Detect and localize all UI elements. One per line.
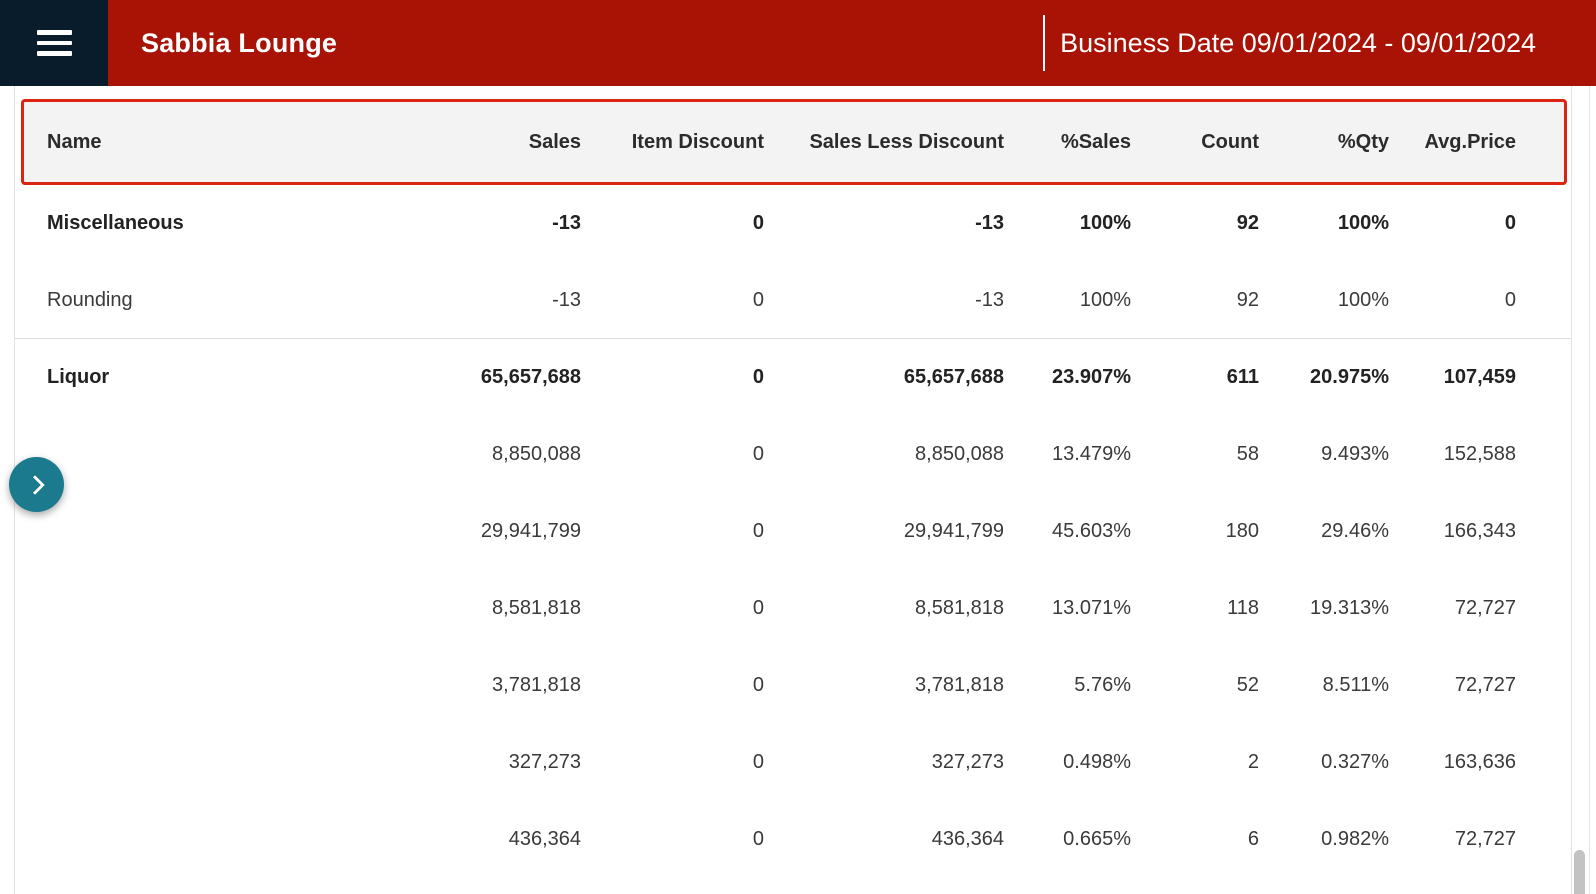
cell-value: 0 — [581, 443, 764, 466]
sales-report-table: NameSalesItem DiscountSales Less Discoun… — [14, 86, 1572, 894]
cell-value: 436,364 — [345, 828, 581, 851]
cell-value: 8,850,088 — [764, 443, 1004, 466]
cell-value: 29,941,799 — [764, 520, 1004, 543]
scrollbar-thumb[interactable] — [1574, 850, 1585, 894]
table-row[interactable]: 3,781,81803,781,8185.76%528.511%72,727 — [15, 647, 1571, 724]
cell-value: -13 — [345, 289, 581, 312]
table-header-strip: NameSalesItem DiscountSales Less Discoun… — [15, 86, 1571, 185]
chevron-right-icon — [25, 475, 45, 495]
vertical-scrollbar[interactable] — [1572, 86, 1590, 894]
cell-value: -13 — [345, 212, 581, 235]
cell-value: 0 — [581, 212, 764, 235]
cell-value: 166,343 — [1389, 520, 1573, 543]
cell-value: 8,581,818 — [345, 597, 581, 620]
table-body: Miscellaneous-130-13100%92100%0Rounding-… — [15, 185, 1571, 878]
cell-value: 0 — [581, 520, 764, 543]
business-date-label: Business Date 09/01/2024 - 09/01/2024 — [1060, 28, 1536, 59]
cell-value: 20.975% — [1259, 366, 1389, 389]
cell-value: 0 — [581, 751, 764, 774]
menu-button[interactable] — [0, 0, 108, 86]
cell-value: 0.982% — [1259, 828, 1389, 851]
cell-value: 45.603% — [1004, 520, 1131, 543]
cell-value: 5.76% — [1004, 674, 1131, 697]
cell-value: 8,581,818 — [764, 597, 1004, 620]
cell-value: 58 — [1131, 443, 1259, 466]
cell-value: 65,657,688 — [764, 366, 1004, 389]
cell-value: 9.493% — [1259, 443, 1389, 466]
cell-name: Miscellaneous — [15, 212, 345, 235]
column-header: Count — [1131, 131, 1259, 154]
cell-value: 65,657,688 — [345, 366, 581, 389]
cell-value: 8,850,088 — [345, 443, 581, 466]
cell-value: 23.907% — [1004, 366, 1131, 389]
table-row[interactable]: 327,2730327,2730.498%20.327%163,636 — [15, 724, 1571, 801]
page-title: Sabbia Lounge — [141, 28, 337, 59]
column-header: %Qty — [1259, 131, 1389, 154]
cell-value: 0.498% — [1004, 751, 1131, 774]
column-header: %Sales — [1004, 131, 1131, 154]
cell-value: 100% — [1259, 212, 1389, 235]
table-row[interactable]: Rounding-130-13100%92100%0 — [15, 262, 1571, 339]
table-header-row: NameSalesItem DiscountSales Less Discoun… — [15, 86, 1571, 185]
cell-value: 163,636 — [1389, 751, 1573, 774]
hamburger-icon — [37, 30, 72, 56]
cell-value: 92 — [1131, 212, 1259, 235]
cell-value: -13 — [764, 212, 1004, 235]
cell-value: 118 — [1131, 597, 1259, 620]
cell-value: 180 — [1131, 520, 1259, 543]
header-divider — [1043, 15, 1046, 71]
cell-value: 0 — [581, 597, 764, 620]
cell-value: 2 — [1131, 751, 1259, 774]
cell-value: 13.071% — [1004, 597, 1131, 620]
cell-value: 0 — [581, 289, 764, 312]
table-row[interactable]: 436,3640436,3640.665%60.982%72,727 — [15, 801, 1571, 878]
cell-value: 8.511% — [1259, 674, 1389, 697]
cell-value: 0 — [581, 366, 764, 389]
column-header: Avg.Price — [1389, 131, 1573, 154]
cell-value: 92 — [1131, 289, 1259, 312]
cell-value: 3,781,818 — [345, 674, 581, 697]
cell-value: 0 — [1389, 289, 1573, 312]
expand-sidebar-button[interactable] — [9, 457, 64, 512]
cell-value: 436,364 — [764, 828, 1004, 851]
column-header: Item Discount — [581, 131, 764, 154]
cell-value: 72,727 — [1389, 828, 1573, 851]
cell-value: 29.46% — [1259, 520, 1389, 543]
table-row[interactable]: 8,581,81808,581,81813.071%11819.313%72,7… — [15, 570, 1571, 647]
cell-name: Liquor — [15, 366, 345, 389]
cell-name: Rounding — [15, 289, 345, 312]
table-row[interactable]: 8,850,08808,850,08813.479%589.493%152,58… — [15, 416, 1571, 493]
cell-value: 0.665% — [1004, 828, 1131, 851]
table-row[interactable]: 29,941,799029,941,79945.603%18029.46%166… — [15, 493, 1571, 570]
column-header: Name — [15, 131, 345, 154]
cell-value: 72,727 — [1389, 597, 1573, 620]
cell-value: 0 — [581, 828, 764, 851]
cell-value: 0 — [1389, 212, 1573, 235]
cell-value: 52 — [1131, 674, 1259, 697]
report-content: NameSalesItem DiscountSales Less Discoun… — [0, 86, 1596, 894]
cell-value: 72,727 — [1389, 674, 1573, 697]
cell-value: 3,781,818 — [764, 674, 1004, 697]
cell-value: 100% — [1259, 289, 1389, 312]
cell-value: 327,273 — [764, 751, 1004, 774]
business-date-group: Business Date 09/01/2024 - 09/01/2024 — [1043, 0, 1596, 86]
cell-value: 611 — [1131, 366, 1259, 389]
column-header: Sales Less Discount — [764, 131, 1004, 154]
cell-value: -13 — [764, 289, 1004, 312]
table-row[interactable]: Liquor65,657,688065,657,68823.907%61120.… — [15, 339, 1571, 416]
cell-value: 13.479% — [1004, 443, 1131, 466]
cell-value: 327,273 — [345, 751, 581, 774]
table-row[interactable]: Miscellaneous-130-13100%92100%0 — [15, 185, 1571, 262]
cell-value: 152,588 — [1389, 443, 1573, 466]
cell-value: 19.313% — [1259, 597, 1389, 620]
cell-value: 29,941,799 — [345, 520, 581, 543]
cell-value: 100% — [1004, 289, 1131, 312]
cell-value: 107,459 — [1389, 366, 1573, 389]
cell-value: 6 — [1131, 828, 1259, 851]
cell-value: 0.327% — [1259, 751, 1389, 774]
column-header: Sales — [345, 131, 581, 154]
cell-value: 100% — [1004, 212, 1131, 235]
cell-value: 0 — [581, 674, 764, 697]
app-bar: Sabbia Lounge Business Date 09/01/2024 -… — [0, 0, 1596, 86]
